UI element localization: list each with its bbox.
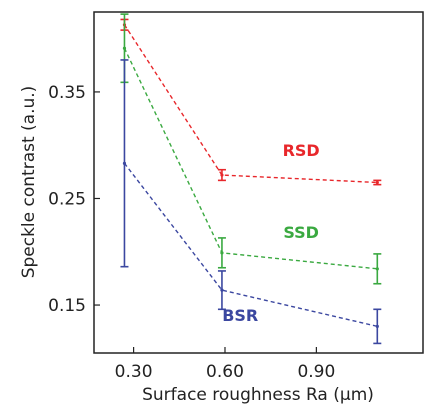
x-tick-label: 0.60 — [206, 362, 244, 382]
series-line-rsd — [123, 24, 378, 184]
series-label-ssd: SSD — [283, 223, 319, 242]
y-tick-label: 0.15 — [48, 296, 86, 316]
x-axis-title: Surface roughness Ra (µm) — [142, 385, 374, 405]
y-tick-label: 0.35 — [48, 83, 86, 103]
data-point-ssd — [122, 46, 127, 50]
plot-frame — [93, 11, 424, 354]
data-point-rsd — [375, 180, 379, 185]
data-point-bsr — [122, 161, 127, 165]
y-tick-label: 0.25 — [48, 189, 86, 209]
series-label-rsd: RSD — [283, 141, 320, 160]
series-line-ssd — [123, 47, 378, 270]
x-tick-label: 0.30 — [115, 362, 153, 382]
y-axis-title: Speckle contrast (a.u.) — [19, 86, 39, 279]
data-point-rsd — [220, 173, 224, 177]
series-line-bsr — [123, 162, 378, 328]
data-point-ssd — [220, 251, 224, 255]
axis-ticks: 0.30 0.60 0.90 0.15 0.25 0.35 — [48, 83, 335, 382]
series-rsd: RSD — [120, 18, 382, 186]
series-bsr: BSR — [120, 59, 382, 345]
data-point-ssd — [375, 267, 379, 271]
data-series: RSD SSD BSR — [120, 13, 382, 345]
data-point-bsr — [220, 288, 224, 292]
x-tick-label: 0.90 — [297, 362, 335, 382]
data-point-bsr — [375, 324, 379, 328]
series-label-bsr: BSR — [222, 306, 258, 325]
series-ssd: SSD — [120, 13, 382, 285]
